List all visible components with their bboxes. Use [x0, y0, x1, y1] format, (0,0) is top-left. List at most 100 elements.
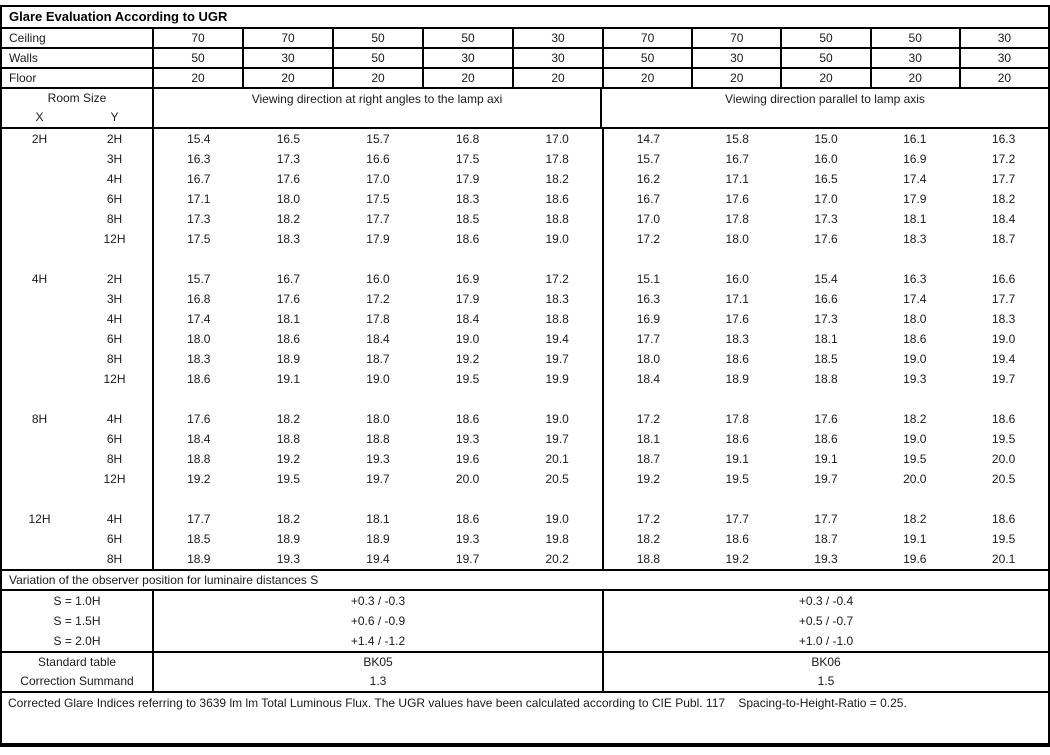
room-x-cell — [2, 209, 77, 229]
room-y-cell: 8H — [106, 552, 123, 566]
ugr-value-cell: 19.7 — [455, 552, 480, 566]
ugr-value-cell: 16.8 — [455, 132, 480, 146]
surface-value-cell: 20 — [869, 69, 959, 87]
ugr-value-cell: 18.4 — [991, 212, 1016, 226]
ugr-value-cell: 19.1 — [814, 452, 838, 466]
ugr-value-cell: 15.0 — [814, 132, 838, 146]
ugr-value-cell: 17.7 — [725, 512, 749, 526]
ugr-value-cell: 19.4 — [366, 552, 390, 566]
ugr-value-cell: 17.4 — [187, 312, 211, 326]
ugr-value-cell: 20.1 — [991, 552, 1016, 566]
ugr-value-cell: 19.2 — [725, 552, 749, 566]
ugr-value-cell — [154, 389, 244, 409]
surface-value-cell: 20 — [191, 71, 205, 85]
ugr-value-cell: 19.0 — [545, 232, 569, 246]
ugr-value-cell: 16.7 — [276, 272, 301, 286]
ugr-value-cell: 18.6 — [991, 412, 1016, 426]
surface-value-cell: 30 — [512, 29, 602, 47]
room-x-cell — [2, 529, 77, 549]
ugr-value-cell: 17.2 — [366, 292, 390, 306]
ugr-value-cell: 18.6 — [455, 412, 480, 426]
ugr-values-left: 18.4 18.8 18.8 19.3 19.7 — [152, 429, 602, 449]
surface-values-right: 50 30 50 30 30 — [602, 49, 1048, 67]
correction-summand-label: Correction Summand — [20, 674, 134, 688]
summary-box: Standard table BK05 BK06 Correction Summ… — [2, 653, 1048, 693]
surface-value-cell: 30 — [512, 49, 602, 67]
ugr-values-right — [602, 389, 1048, 409]
standard-table-left-value: BK05 — [152, 653, 602, 672]
ugr-value-cell: 18.2 — [276, 412, 301, 426]
ugr-value-cell: 16.0 — [725, 272, 749, 286]
room-x-cell: 4H — [31, 272, 48, 286]
ugr-value-cell — [693, 389, 782, 409]
ugr-values-left: 18.0 18.6 18.4 19.0 19.4 — [152, 329, 602, 349]
ugr-value-cell: 17.3 — [814, 212, 838, 226]
ugr-value-cell — [423, 249, 513, 269]
ugr-value-cell: 17.6 — [725, 192, 749, 206]
ugr-value-cell: 18.9 — [366, 532, 390, 546]
surface-values-right: 70 70 50 50 30 — [602, 29, 1048, 47]
ugr-value-cell: 18.2 — [636, 532, 661, 546]
ugr-value-cell: 17.7 — [187, 512, 211, 526]
ugr-value-cell: 18.6 — [725, 432, 749, 446]
surface-value-cell: 20 — [958, 69, 1048, 87]
ugr-value-cell: 18.8 — [366, 432, 390, 446]
ugr-value-cell: 19.0 — [545, 512, 569, 526]
ugr-value-cell: 18.0 — [187, 332, 211, 346]
ugr-value-cell: 16.3 — [187, 152, 211, 166]
surface-values-left: 20 20 20 20 20 — [152, 69, 602, 87]
s-row-label: S = 2.0H — [53, 634, 101, 648]
ugr-value-cell: 19.5 — [991, 532, 1016, 546]
surface-row-label: Walls — [9, 51, 38, 65]
ugr-value-cell: 20.0 — [455, 472, 480, 486]
surface-value-cell: 70 — [691, 29, 780, 47]
ugr-value-cell: 18.8 — [187, 452, 211, 466]
ugr-value-cell: 18.6 — [545, 192, 569, 206]
ugr-values-left: 16.3 17.3 16.6 17.5 17.8 — [152, 149, 602, 169]
room-y-cell — [77, 489, 152, 509]
ugr-value-cell: 16.6 — [366, 152, 390, 166]
ugr-row: 12H 18.6 19.1 19.0 19.5 19.9 18.4 18.9 18.8 19.3 1… — [2, 369, 1048, 389]
ugr-value-cell: 17.6 — [725, 312, 749, 326]
ugr-value-cell: 19.3 — [455, 432, 480, 446]
ugr-row: 6H 17.1 18.0 17.5 18.3 18.6 16.7 17.6 17.0 17.9 18… — [2, 189, 1048, 209]
ugr-value-cell: 18.3 — [903, 232, 927, 246]
ugr-value-cell — [870, 389, 959, 409]
ugr-value-cell: 18.1 — [636, 432, 661, 446]
ugr-value-cell: 18.1 — [276, 312, 301, 326]
room-y-cell: 4H — [106, 172, 123, 186]
ugr-value-cell: 18.3 — [545, 292, 569, 306]
ugr-value-cell: 17.6 — [276, 292, 301, 306]
surface-value-cell: 70 — [242, 29, 332, 47]
ugr-value-cell: 19.7 — [814, 472, 838, 486]
ugr-value-cell: 16.8 — [187, 292, 211, 306]
ugr-value-cell: 17.7 — [991, 172, 1016, 186]
ugr-row: 6H 18.5 18.9 18.9 19.3 19.8 18.2 18.6 18.7 19.1 19… — [2, 529, 1048, 549]
ugr-row: 6H 18.4 18.8 18.8 19.3 19.7 18.1 18.6 18.6 19.0 19… — [2, 429, 1048, 449]
ugr-value-cell: 18.8 — [814, 372, 838, 386]
ugr-value-cell: 17.7 — [636, 332, 661, 346]
ugr-value-cell: 18.8 — [545, 312, 569, 326]
ugr-value-cell: 15.7 — [366, 132, 390, 146]
ugr-value-cell: 18.5 — [187, 532, 211, 546]
ugr-value-cell — [782, 389, 871, 409]
surface-value-cell: 20 — [422, 69, 512, 87]
ugr-value-cell: 16.3 — [991, 132, 1016, 146]
ugr-value-cell: 18.1 — [366, 512, 390, 526]
ugr-value-cell: 19.6 — [455, 452, 480, 466]
ugr-value-cell: 16.1 — [903, 132, 927, 146]
ugr-value-cell — [782, 489, 871, 509]
ugr-value-cell: 18.2 — [903, 512, 927, 526]
room-x-cell — [2, 389, 77, 409]
ugr-value-cell: 19.3 — [366, 452, 390, 466]
surface-value-cell: 50 — [332, 29, 422, 47]
ugr-values-left: 17.6 18.2 18.0 18.6 19.0 — [152, 409, 602, 429]
surface-row-label: Ceiling — [9, 31, 46, 45]
ugr-value-cell: 17.4 — [903, 172, 927, 186]
ugr-value-cell: 19.3 — [455, 532, 480, 546]
ugr-value-cell: 17.3 — [276, 152, 301, 166]
ugr-value-cell: 19.7 — [545, 352, 569, 366]
ugr-value-cell: 16.6 — [814, 292, 838, 306]
ugr-value-cell: 18.3 — [187, 352, 211, 366]
room-y-cell: 12H — [103, 472, 126, 486]
